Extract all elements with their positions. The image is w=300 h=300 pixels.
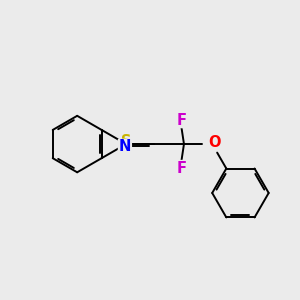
Text: N: N <box>118 140 131 154</box>
Text: O: O <box>208 135 221 150</box>
Text: S: S <box>121 134 131 149</box>
Text: F: F <box>176 160 186 175</box>
Text: F: F <box>176 112 186 128</box>
